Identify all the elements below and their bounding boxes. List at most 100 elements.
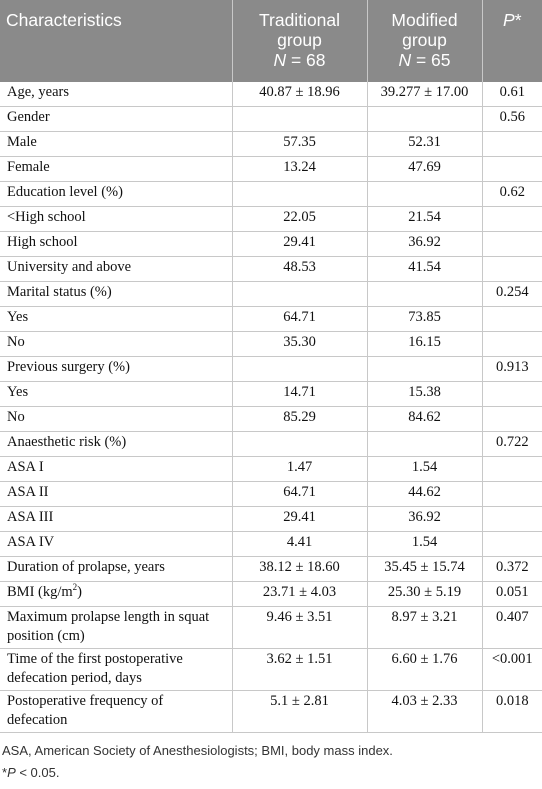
table-cell: 0.61: [482, 82, 542, 107]
cell-text: ): [77, 584, 82, 600]
table-cell: [482, 256, 542, 282]
table-cell: 36.92: [367, 506, 483, 532]
table-cell: 0.62: [482, 181, 542, 207]
table-cell: 0.722: [482, 431, 542, 457]
table-body: Age, years 40.87 ± 18.96 39.277 ± 17.00 0.6…: [0, 82, 542, 733]
table-row: Time of the first postoperative defecati…: [0, 648, 542, 691]
table-cell: 38.12 ± 18.60: [232, 556, 368, 582]
table-row: Maximum prolapse length in squat positio…: [0, 606, 542, 649]
row-label: High school: [0, 231, 233, 257]
header-cell: Modified group N = 65: [367, 0, 483, 82]
table-cell: [482, 231, 542, 257]
table-cell: [367, 106, 483, 132]
table-cell: [232, 356, 368, 382]
table-row: ASA I 1.47 1.54: [0, 456, 542, 482]
header-text: Modified: [391, 10, 458, 30]
footnotes: ASA, American Society of Anesthesiologis…: [2, 740, 393, 784]
table-cell: 35.45 ± 15.74: [367, 556, 483, 582]
table-row: Male 57.35 52.31: [0, 131, 542, 157]
table-row: Previous surgery (%) 0.913: [0, 356, 542, 382]
table-cell: 0.254: [482, 281, 542, 307]
row-label: Yes: [0, 381, 233, 407]
table-cell: 57.35: [232, 131, 368, 157]
row-label: Gender: [0, 106, 233, 132]
table-cell: [482, 381, 542, 407]
header-text: = 68: [286, 50, 326, 70]
table-cell: [482, 406, 542, 432]
header-text: *: [514, 10, 522, 30]
table-cell: 52.31: [367, 131, 483, 157]
row-label: Age, years: [0, 82, 233, 107]
table-cell: 5.1 ± 2.81: [232, 690, 368, 733]
table-cell: [482, 506, 542, 532]
table-cell: 40.87 ± 18.96: [232, 82, 368, 107]
results-table: Characteristics Traditional group N = 68…: [0, 0, 542, 733]
row-label: No: [0, 331, 233, 357]
header-text: Characteristics: [6, 10, 122, 30]
table-cell: [367, 181, 483, 207]
footnote: *P < 0.05.: [2, 762, 393, 784]
table-cell: 0.372: [482, 556, 542, 582]
header-text: = 65: [411, 50, 451, 70]
table-row: No 35.30 16.15: [0, 331, 542, 357]
header-row: Characteristics Traditional group N = 68…: [0, 0, 542, 82]
table-row: Duration of prolapse, years 38.12 ± 18.60…: [0, 556, 542, 582]
table-row: Postoperative frequency of defecation 5.1…: [0, 690, 542, 733]
table-cell: [367, 431, 483, 457]
table-cell: [482, 456, 542, 482]
cell-superscript: 2: [72, 582, 78, 593]
row-label: ASA I: [0, 456, 233, 482]
table-cell: 29.41: [232, 231, 368, 257]
cell-text: BMI (kg/m: [7, 584, 73, 600]
header-text: group: [277, 30, 322, 50]
footnote: ASA, American Society of Anesthesiologis…: [2, 743, 393, 758]
table-cell: [367, 281, 483, 307]
table-cell: [232, 106, 368, 132]
table-row: ASA IV 4.41 1.54: [0, 531, 542, 557]
table-cell: [482, 481, 542, 507]
footnote-text: < 0.05.: [15, 765, 60, 780]
table-cell: 0.913: [482, 356, 542, 382]
table-cell: 23.71 ± 4.03: [232, 581, 368, 607]
table-cell: 35.30: [232, 331, 368, 357]
table-cell: 0.407: [482, 606, 542, 649]
header-cell: Characteristics: [0, 0, 233, 82]
table-cell: 1.47: [232, 456, 368, 482]
table-row: Anaesthetic risk (%) 0.722: [0, 431, 542, 457]
table-row: Yes 64.71 73.85: [0, 306, 542, 332]
table-cell: [482, 531, 542, 557]
table-cell: [232, 181, 368, 207]
row-label: Postoperative frequency of defecation: [0, 690, 233, 733]
table-cell: 1.54: [367, 456, 483, 482]
row-label: Marital status (%): [0, 281, 233, 307]
table-row: Gender 0.56: [0, 106, 542, 132]
row-label: Duration of prolapse, years: [0, 556, 233, 582]
table-cell: 29.41: [232, 506, 368, 532]
row-label: ASA II: [0, 481, 233, 507]
header-text: N: [273, 50, 287, 70]
table-cell: [232, 431, 368, 457]
table-cell: 8.97 ± 3.21: [367, 606, 483, 649]
table-row: High school 29.41 36.92: [0, 231, 542, 257]
table-cell: 21.54: [367, 206, 483, 232]
row-label: Previous surgery (%): [0, 356, 233, 382]
table-row: BMI (kg/m2) 23.71 ± 4.03 25.30 ± 5.19 0.051: [0, 581, 542, 607]
table-cell: 0.56: [482, 106, 542, 132]
table-row: Marital status (%) 0.254: [0, 281, 542, 307]
row-label: Female: [0, 156, 233, 182]
table-cell: 73.85: [367, 306, 483, 332]
header-text: N: [398, 50, 412, 70]
table-cell: 64.71: [232, 306, 368, 332]
row-label: ASA IV: [0, 531, 233, 557]
table-cell: [482, 331, 542, 357]
table-cell: 0.051: [482, 581, 542, 607]
table-cell: [482, 131, 542, 157]
row-label: Education level (%): [0, 181, 233, 207]
table-cell: 22.05: [232, 206, 368, 232]
table-cell: 48.53: [232, 256, 368, 282]
table-cell: [367, 356, 483, 382]
row-label: No: [0, 406, 233, 432]
row-label: Yes: [0, 306, 233, 332]
header-text: Traditional: [258, 10, 341, 30]
header-text: group: [402, 30, 447, 50]
